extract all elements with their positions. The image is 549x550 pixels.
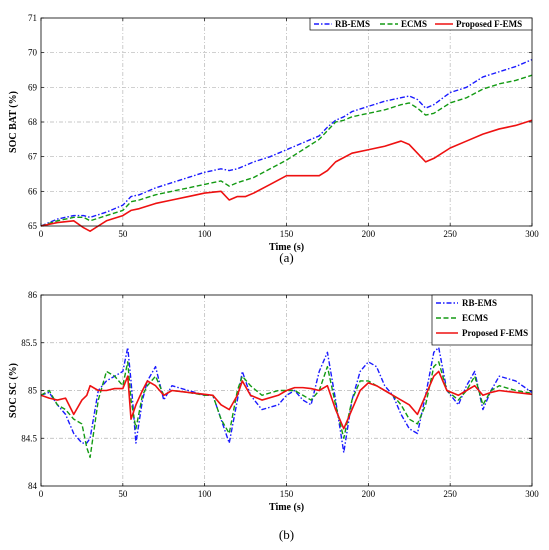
y-tick-label: 71 — [28, 13, 37, 23]
series-line-proposed-f-ems — [40, 119, 533, 232]
series-line-rb-ems — [40, 58, 533, 227]
y-tick-label: 68 — [28, 117, 38, 127]
y-tick-label: 84.5 — [21, 433, 37, 443]
y-axis-label: SOC BAT (%) — [8, 91, 19, 153]
legend-label: Proposed F-EMS — [462, 328, 528, 338]
series-line-proposed-f-ems — [40, 370, 533, 430]
legend: RB-EMS ECMS Proposed F-EMS — [431, 294, 533, 346]
x-tick-label: 50 — [118, 489, 128, 499]
legend-label: ECMS — [462, 313, 488, 323]
legend-label: Proposed F-EMS — [456, 19, 522, 29]
legend: RB-EMS ECMS Proposed F-EMS — [309, 17, 533, 31]
x-tick-label: 250 — [443, 229, 457, 239]
series-line-rb-ems — [40, 346, 533, 454]
y-tick-label: 85.5 — [21, 338, 37, 348]
x-tick-label: 200 — [362, 489, 376, 499]
legend-label: RB-EMS — [335, 19, 370, 29]
chart-panel-a: 0 50 100 150 200 250 300 65 66 67 68 69 70 71 Time (s)… — [8, 13, 539, 265]
x-axis-label: Time (s) — [269, 242, 304, 253]
panel-caption: (a) — [279, 250, 293, 265]
x-tick-label: 250 — [443, 489, 457, 499]
panel-caption: (b) — [279, 527, 294, 542]
x-tick-label: 300 — [525, 489, 539, 499]
x-tick-label: 50 — [118, 229, 128, 239]
y-tick-label: 69 — [28, 82, 38, 92]
legend-box — [431, 294, 533, 346]
y-axis-label: SOC SC (%) — [8, 363, 19, 418]
x-tick-label: 100 — [198, 489, 212, 499]
y-tick-label: 85 — [28, 386, 38, 396]
series-line-ecms — [40, 74, 533, 227]
y-tick-label: 67 — [28, 152, 38, 162]
chart-panel-b: 0 50 100 150 200 250 300 84 84.5 85 85.5 86 Time (s)… — [8, 290, 539, 542]
x-tick-label: 150 — [280, 229, 294, 239]
y-tick-label: 84 — [28, 481, 38, 491]
legend-box — [309, 17, 533, 31]
x-tick-label: 100 — [198, 229, 212, 239]
legend-label: RB-EMS — [462, 298, 497, 308]
y-tick-label: 66 — [28, 186, 38, 196]
x-axis-label: Time (s) — [269, 502, 304, 513]
y-tick-label: 70 — [28, 48, 38, 58]
y-tick-label: 65 — [28, 221, 38, 231]
x-tick-label: 0 — [39, 489, 44, 499]
x-tick-label: 300 — [525, 229, 539, 239]
legend-label: ECMS — [401, 19, 427, 29]
y-tick-label: 86 — [28, 290, 38, 300]
x-tick-label: 150 — [280, 489, 294, 499]
x-tick-label: 200 — [362, 229, 376, 239]
series-line-ecms — [40, 361, 533, 459]
x-tick-label: 0 — [39, 229, 44, 239]
